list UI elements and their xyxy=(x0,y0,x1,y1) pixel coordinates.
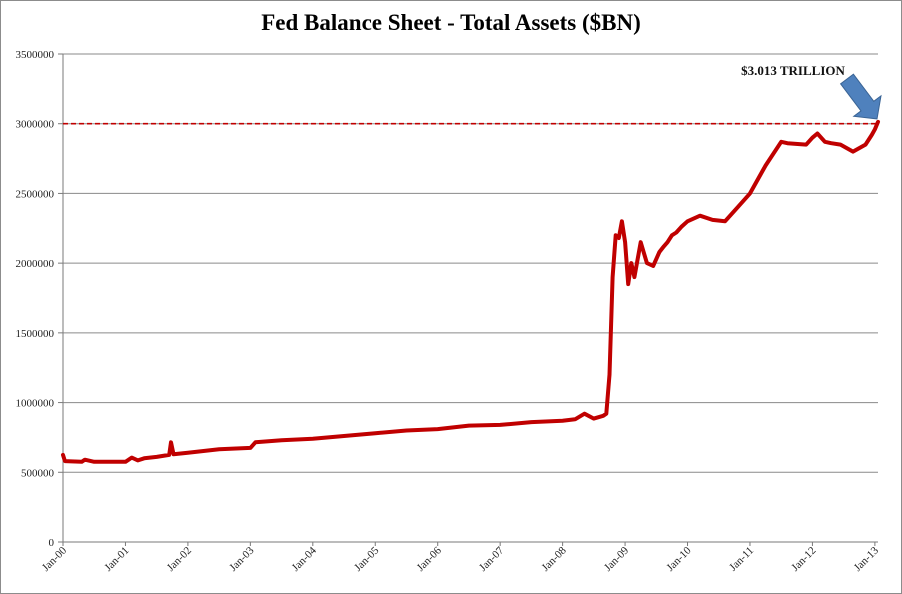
y-axis-ticks: 0 500000 1000000 1500000 2000000 2500000 30000… xyxy=(16,49,63,549)
x-tick-label: Jan-02 xyxy=(165,545,194,574)
x-tick-label: Jan-10 xyxy=(664,544,694,574)
annotation-label: $3.013 TRILLION xyxy=(741,63,845,78)
gridlines xyxy=(63,53,878,473)
y-tick-label: 1000000 xyxy=(16,398,55,410)
y-tick-label: 2000000 xyxy=(16,258,55,270)
x-tick-label: Jan-05 xyxy=(352,544,382,574)
series-layer xyxy=(61,119,880,464)
x-tick-label: Jan-12 xyxy=(789,545,818,574)
x-tick-label: Jan-04 xyxy=(290,544,320,574)
x-axis-ticks: Jan-00 Jan-01 Jan-02 Jan-03 Jan-04 Jan-05 Jan-… xyxy=(40,542,881,574)
chart-title: Fed Balance Sheet - Total Assets ($BN) xyxy=(261,10,641,35)
y-tick-label: 1500000 xyxy=(16,328,55,340)
x-tick-label: Jan-13 xyxy=(852,544,882,574)
annotation-layer: $3.013 TRILLION xyxy=(741,63,882,120)
x-tick-label: Jan-08 xyxy=(540,544,570,574)
y-tick-label: 0 xyxy=(49,537,55,549)
x-tick-label: Jan-00 xyxy=(40,544,70,574)
y-tick-label: 500000 xyxy=(21,467,55,479)
annotation-arrow-shape xyxy=(839,73,882,120)
x-tick-label: Jan-07 xyxy=(477,544,507,574)
y-tick-label: 3000000 xyxy=(16,119,55,131)
x-tick-label: Jan-03 xyxy=(227,544,257,574)
axes xyxy=(62,54,878,543)
y-tick-label: 2500000 xyxy=(16,188,55,200)
series-line xyxy=(61,119,880,464)
x-tick-label: Jan-01 xyxy=(102,545,131,574)
x-tick-label: Jan-09 xyxy=(602,544,632,574)
y-tick-label: 3500000 xyxy=(16,49,55,61)
annotation-arrow xyxy=(839,73,882,120)
x-tick-label: Jan-06 xyxy=(415,544,445,574)
x-tick-label: Jan-11 xyxy=(727,545,756,574)
